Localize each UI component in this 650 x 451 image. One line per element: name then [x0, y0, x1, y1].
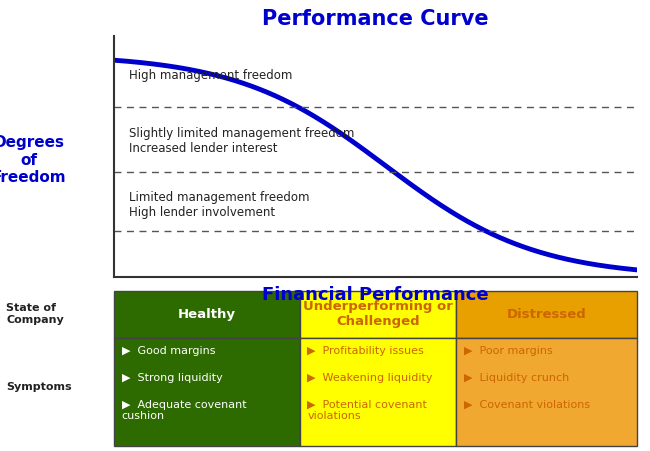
Text: ▶  Profitability issues: ▶ Profitability issues [307, 346, 424, 356]
Text: High management freedom: High management freedom [129, 69, 292, 83]
Text: ▶  Adequate covenant
cushion: ▶ Adequate covenant cushion [122, 400, 246, 421]
Text: Limited management freedom
High lender involvement: Limited management freedom High lender i… [129, 191, 310, 219]
Text: ▶  Liquidity crunch: ▶ Liquidity crunch [464, 373, 569, 383]
Text: State of
Company: State of Company [6, 304, 64, 325]
Text: ▶  Poor margins: ▶ Poor margins [464, 346, 553, 356]
Text: Underperforming or
Challenged: Underperforming or Challenged [303, 300, 453, 328]
Text: Distressed: Distressed [507, 308, 586, 321]
Text: Healthy: Healthy [177, 308, 236, 321]
Text: ▶  Strong liquidity: ▶ Strong liquidity [122, 373, 222, 383]
Text: Symptoms: Symptoms [6, 382, 72, 391]
Text: ▶  Good margins: ▶ Good margins [122, 346, 215, 356]
Text: Slightly limited management freedom
Increased lender interest: Slightly limited management freedom Incr… [129, 127, 355, 155]
Text: Degrees
of
Freedom: Degrees of Freedom [0, 135, 66, 185]
Text: ▶  Weakening liquidity: ▶ Weakening liquidity [307, 373, 433, 383]
Text: ▶  Potential covenant
violations: ▶ Potential covenant violations [307, 400, 427, 421]
Text: ▶  Covenant violations: ▶ Covenant violations [464, 400, 590, 410]
Text: Financial Performance: Financial Performance [263, 286, 489, 304]
Title: Performance Curve: Performance Curve [262, 9, 489, 29]
